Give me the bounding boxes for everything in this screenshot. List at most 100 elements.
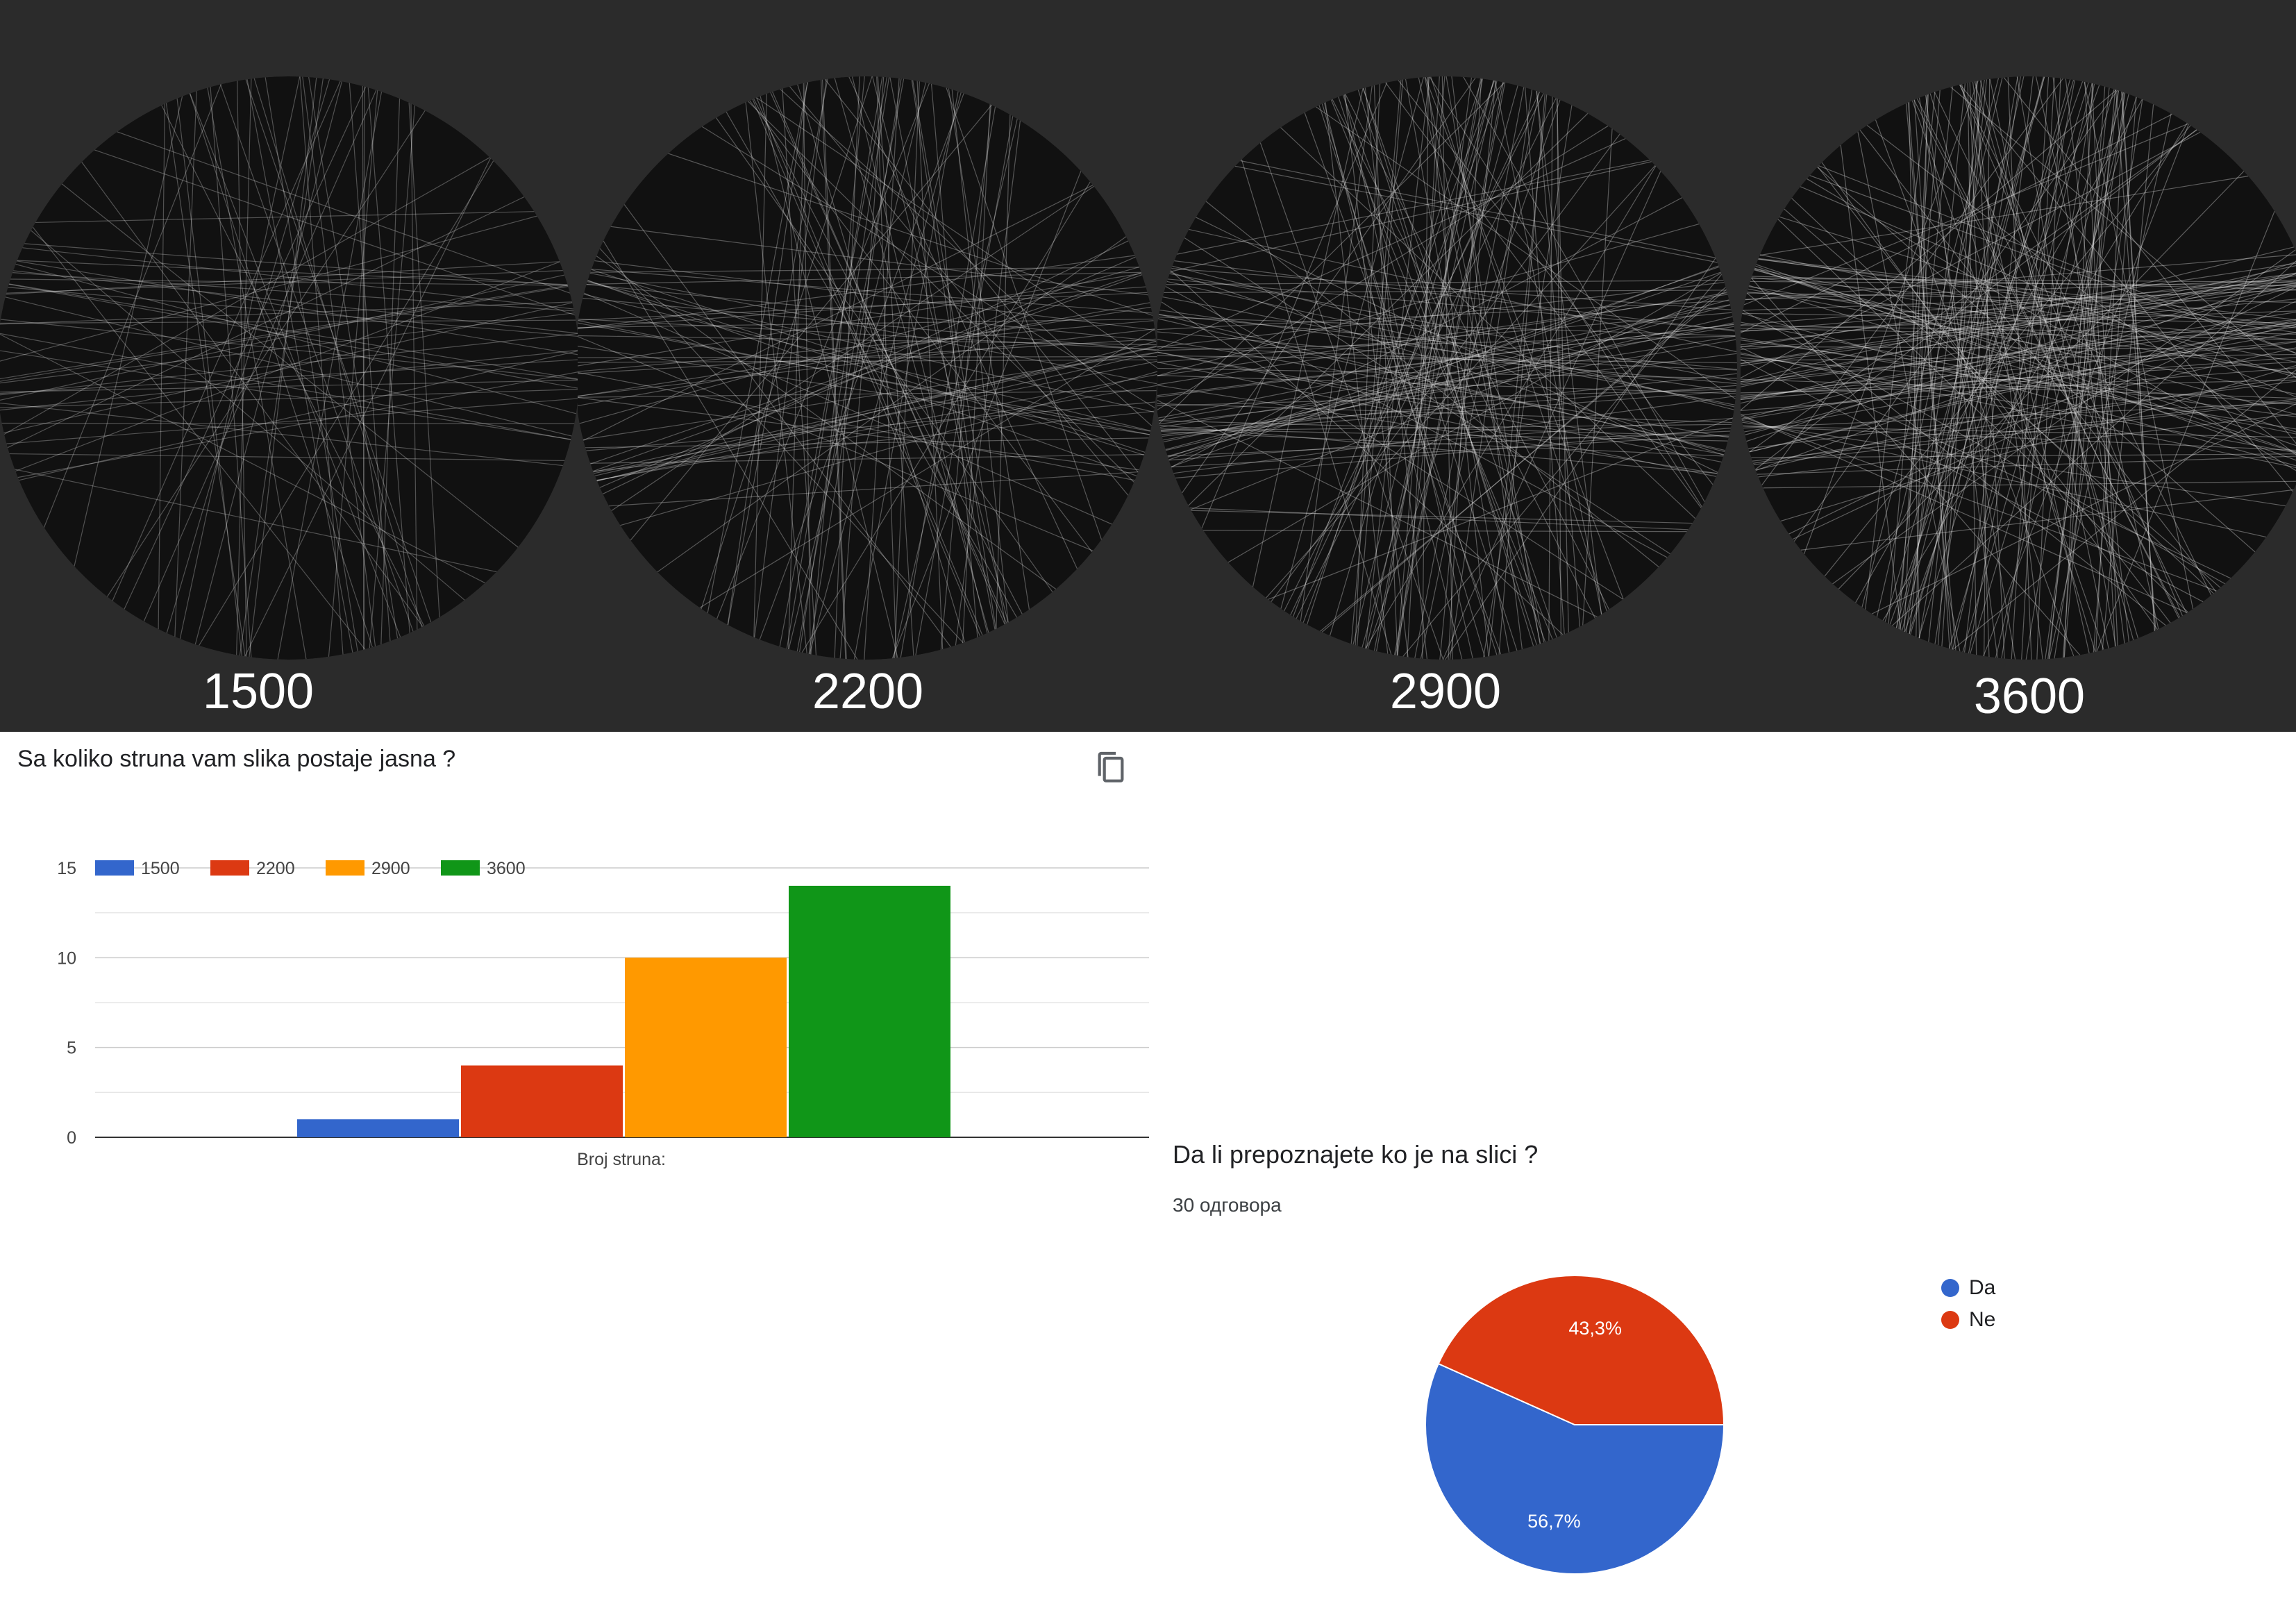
string-line: [940, 104, 992, 650]
string-line: [1800, 489, 2294, 551]
string-line: [782, 88, 817, 655]
string-line: [1157, 355, 1737, 364]
string-line: [1398, 80, 1713, 485]
string-line: [1741, 357, 2204, 603]
string-line: [1396, 76, 1446, 656]
string-line: [707, 82, 808, 613]
string-line: [623, 204, 951, 648]
string-line: [578, 390, 1157, 398]
bar-2900: [625, 957, 787, 1137]
string-line: [1865, 94, 1928, 610]
string-line: [1170, 270, 1564, 635]
y-tick-label: 10: [57, 948, 76, 968]
string-line: [578, 318, 1157, 351]
string-line: [578, 255, 1135, 330]
string-line: [1424, 76, 1545, 643]
string-line: [1157, 294, 1728, 377]
string-line: [328, 90, 378, 657]
bar-chart-card: Sa koliko struna vam slika postaje jasna…: [0, 732, 1156, 1218]
string-line: [1741, 131, 2201, 380]
string-line: [1157, 360, 1716, 477]
y-tick-label: 0: [67, 1128, 76, 1148]
legend-label: 2200: [256, 859, 295, 878]
string-line: [236, 78, 252, 655]
string-line: [1483, 105, 1573, 658]
string-line: [1405, 78, 1510, 653]
string-line: [587, 281, 1155, 413]
string-line: [1741, 338, 2296, 398]
string-line: [1757, 455, 2296, 475]
string-line: [889, 77, 996, 630]
string-line: [1780, 358, 2296, 522]
string-line: [2054, 99, 2143, 659]
pie-chart: 56,7% 43,3%: [1425, 1275, 1725, 1575]
string-line: [1168, 271, 1721, 460]
string-line: [1952, 83, 2093, 650]
string-line: [1157, 292, 1727, 386]
string-line: [1451, 76, 1523, 650]
string-line: [0, 333, 571, 440]
string-line: [1171, 265, 1719, 468]
string-line: [1167, 304, 1731, 457]
thumbnail-label: 2900: [1389, 664, 1502, 719]
string-line: [1744, 328, 2296, 433]
string-line: [1743, 123, 2188, 305]
string-line: [1300, 85, 1373, 621]
string-line: [1315, 106, 1736, 400]
string-line: [780, 89, 1153, 426]
string-line: [244, 158, 492, 657]
string-line: [1357, 90, 1537, 646]
string-line: [583, 185, 1093, 441]
string-line: [578, 286, 1146, 329]
string-line: [1355, 83, 1381, 646]
string-line: [747, 101, 1134, 483]
string-line: [1913, 99, 1950, 649]
string-line: [1754, 269, 2296, 420]
string-line: [1817, 167, 2256, 553]
string-line: [912, 80, 1006, 624]
pie-legend: Da Ne: [1941, 1272, 1995, 1336]
string-line: [1905, 103, 1956, 651]
string-art-panel: 1500 2200 2900 3600: [0, 0, 2296, 732]
copy-icon[interactable]: [1091, 748, 1130, 787]
string-line: [803, 83, 811, 655]
string-line: [7, 196, 525, 449]
string-line: [2036, 78, 2061, 660]
string-line: [0, 333, 578, 396]
string-line: [0, 274, 565, 401]
string-line: [824, 78, 1139, 473]
string-line: [1753, 397, 2296, 465]
string-line: [1163, 322, 1734, 443]
string-line: [1959, 84, 2183, 617]
string-line: [1160, 428, 1728, 442]
string-line: [1280, 127, 1696, 519]
string-line: [771, 91, 1005, 625]
string-line: [1375, 78, 1482, 652]
string-line: [586, 271, 1141, 285]
string-line: [1157, 138, 1626, 352]
string-line: [8, 283, 580, 390]
string-line: [1395, 82, 1506, 655]
string-line: [1750, 281, 2296, 287]
string-line: [1170, 271, 1724, 456]
string-line: [1741, 365, 2296, 412]
string-line: [593, 345, 1157, 473]
string-line: [586, 401, 1156, 451]
string-line: [1240, 160, 1716, 258]
string-line: [1321, 287, 1726, 633]
string-line: [1859, 130, 2217, 592]
string-line: [749, 100, 1093, 553]
string-line: [1171, 434, 1729, 468]
string-line: [608, 471, 1139, 507]
string-line: [1746, 260, 2296, 442]
string-line: [1898, 90, 1941, 630]
string-line: [1159, 82, 1505, 424]
string-line: [210, 87, 252, 658]
string-line: [2121, 91, 2155, 631]
string-line: [380, 98, 401, 645]
string-line: [578, 322, 1151, 432]
string-line: [1352, 80, 1494, 645]
string-line: [1157, 388, 1736, 407]
legend-item-Ne: Ne: [1941, 1304, 1995, 1336]
string-line: [0, 301, 573, 325]
